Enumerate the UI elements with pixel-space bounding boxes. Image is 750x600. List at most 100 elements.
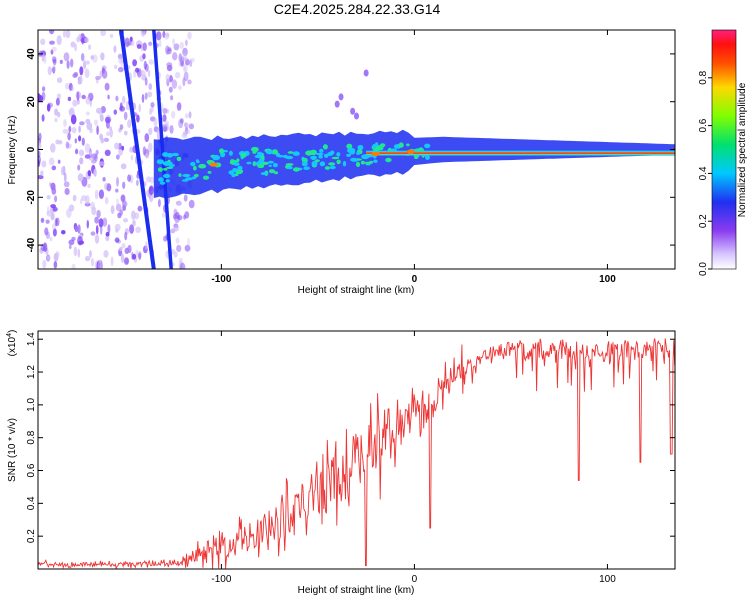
signal-blob bbox=[260, 172, 268, 176]
noise-point bbox=[115, 188, 119, 193]
noise-point bbox=[116, 176, 119, 187]
noise-point bbox=[50, 143, 56, 153]
noise-point bbox=[117, 212, 122, 219]
noise-point bbox=[124, 37, 130, 48]
colorbar-tick-label: 0.6 bbox=[698, 118, 709, 132]
noise-point bbox=[188, 111, 192, 119]
noise-point bbox=[81, 137, 85, 146]
signal-blob bbox=[182, 173, 191, 178]
signal-blob bbox=[336, 159, 341, 165]
signal-blob bbox=[424, 143, 431, 149]
noise-point bbox=[70, 41, 76, 48]
signal-blob bbox=[176, 156, 182, 162]
noise-point bbox=[94, 119, 98, 126]
noise-point bbox=[52, 206, 58, 212]
noise-point bbox=[56, 77, 63, 83]
noise-point bbox=[150, 106, 154, 113]
scatter-point bbox=[363, 69, 369, 77]
signal-blob bbox=[356, 151, 361, 155]
noise-point bbox=[113, 45, 117, 53]
noise-point bbox=[115, 95, 119, 102]
noise-point bbox=[100, 52, 105, 61]
x-tick-label: -100 bbox=[211, 574, 231, 585]
signal-blob bbox=[347, 147, 356, 154]
signal-blob bbox=[283, 154, 288, 159]
signal-blob bbox=[212, 154, 221, 161]
signal-blob bbox=[190, 161, 196, 167]
noise-point bbox=[103, 250, 109, 258]
noise-point bbox=[120, 194, 126, 203]
colorbar-label: Normalized spectral amplitude bbox=[737, 82, 748, 217]
noise-point bbox=[81, 37, 85, 45]
noise-point bbox=[169, 124, 174, 134]
noise-point bbox=[90, 231, 96, 236]
signal-blob bbox=[406, 143, 410, 147]
noise-point bbox=[49, 30, 55, 35]
noise-point bbox=[123, 111, 128, 121]
noise-point bbox=[93, 168, 97, 177]
noise-point bbox=[124, 130, 128, 136]
noise-point bbox=[114, 237, 120, 243]
signal-blob bbox=[158, 177, 164, 182]
signal-blob bbox=[277, 154, 284, 158]
noise-point bbox=[67, 96, 72, 102]
noise-point bbox=[184, 65, 188, 73]
signal-blob bbox=[166, 153, 174, 158]
noise-point bbox=[69, 244, 72, 250]
signal-blob bbox=[168, 163, 175, 167]
signal-blob bbox=[260, 155, 265, 160]
noise-point bbox=[41, 160, 47, 168]
signal-blob bbox=[166, 166, 174, 169]
signal-blob bbox=[191, 176, 197, 180]
noise-point bbox=[105, 231, 110, 237]
noise-point bbox=[47, 206, 50, 215]
y-tick-label: 0.4 bbox=[26, 496, 37, 510]
noise-point bbox=[94, 216, 99, 224]
noise-point bbox=[71, 236, 76, 241]
noise-point bbox=[176, 244, 182, 252]
noise-point bbox=[78, 149, 85, 157]
noise-point bbox=[41, 86, 46, 92]
noise-point bbox=[76, 91, 80, 101]
noise-point bbox=[95, 75, 101, 80]
noise-point bbox=[80, 53, 85, 62]
noise-point bbox=[42, 242, 48, 252]
noise-point bbox=[118, 58, 123, 64]
noise-point bbox=[68, 125, 72, 133]
noise-point bbox=[121, 243, 126, 249]
noise-point bbox=[98, 161, 105, 167]
signal-blob bbox=[301, 161, 308, 167]
noise-point bbox=[100, 106, 106, 114]
noise-point bbox=[183, 56, 188, 62]
noise-point bbox=[172, 38, 176, 46]
noise-point bbox=[98, 189, 104, 199]
noise-point bbox=[90, 257, 95, 267]
noise-point bbox=[130, 154, 134, 161]
spectrogram-y-label: Frequency (Hz) bbox=[7, 116, 18, 185]
noise-point bbox=[79, 198, 83, 205]
noise-point bbox=[107, 224, 111, 234]
noise-point bbox=[114, 64, 118, 69]
x-tick-label: -100 bbox=[211, 274, 231, 285]
signal-blob bbox=[219, 148, 224, 154]
signal-blob bbox=[379, 143, 386, 148]
noise-point bbox=[137, 205, 143, 212]
noise-point bbox=[116, 154, 120, 160]
x-tick-label: 100 bbox=[599, 574, 616, 585]
signal-blob bbox=[357, 144, 364, 151]
noise-point bbox=[132, 219, 136, 227]
noise-point bbox=[63, 52, 70, 62]
colorbar-tick-label: 0.4 bbox=[698, 166, 709, 180]
signal-blob bbox=[324, 166, 330, 170]
signal-blob bbox=[355, 161, 361, 168]
noise-point bbox=[178, 118, 184, 129]
noise-point bbox=[64, 188, 70, 195]
noise-point bbox=[188, 123, 194, 130]
noise-point bbox=[141, 69, 145, 77]
x-tick-label: 0 bbox=[412, 574, 418, 585]
noise-point bbox=[170, 249, 176, 254]
signal-blob bbox=[287, 166, 293, 170]
noise-point bbox=[40, 217, 45, 223]
signal-peak bbox=[371, 151, 380, 156]
noise-point bbox=[119, 246, 123, 252]
